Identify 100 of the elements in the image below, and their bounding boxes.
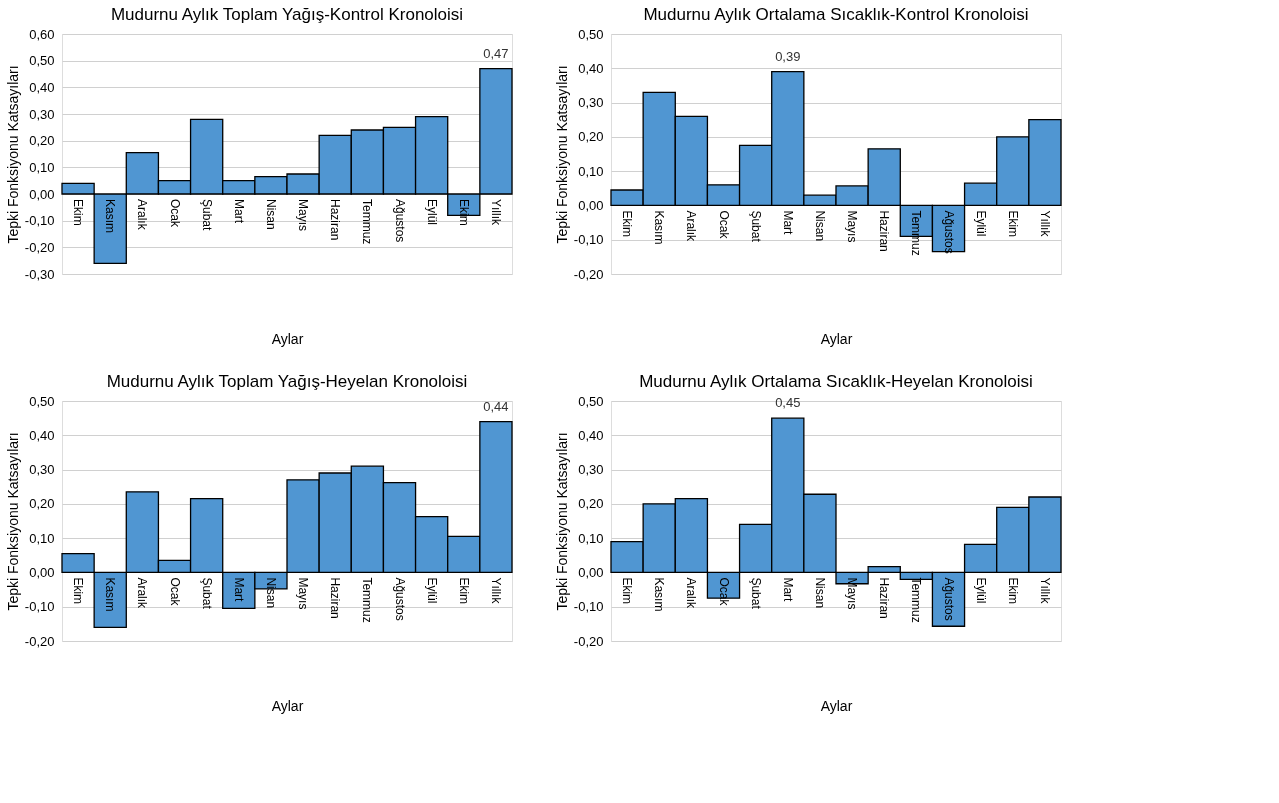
y-tick-label: -0,20 [24,239,55,255]
x-tick-label: Eylül [424,577,439,604]
x-tick-label: Haziran [328,577,343,619]
y-tick-label: -0,10 [24,213,55,229]
y-tick-label: 0,40 [29,427,55,443]
x-tick-label: Kasım [652,210,667,245]
chart-title: Mudurnu Aylık Ortalama Sıcaklık-Kontrol Kronoloisi [643,5,1029,24]
y-tick-label: 0,50 [29,393,55,409]
y-tick-label: 0,40 [29,79,55,95]
x-tick-label: Haziran [328,199,343,241]
x-tick-label: Ağustos [941,577,956,621]
y-tick-label: 0,60 [29,26,55,42]
x-tick-label: Mart [780,577,795,603]
y-tick-label: -0,10 [573,599,604,615]
y-axis-title: Tepki Fonksiyonu Katsayıları [4,432,21,611]
x-tick-label: Mayıs [845,210,860,243]
x-axis-title: Aylar [820,697,853,714]
x-tick-label: Ocak [716,577,731,607]
x-tick-label: Temmuz [909,210,924,256]
x-tick-label: Ağustos [392,577,407,621]
y-tick-label: -0,10 [573,232,604,248]
x-tick-label: Ekim [620,210,635,238]
y-tick-label: 0,50 [578,26,604,42]
x-tick-label: Nisan [812,577,827,609]
x-tick-label: Ekim [71,199,86,226]
x-tick-label: Aralık [684,577,699,610]
y-tick-label: 0,00 [578,564,604,580]
y-tick-label: -0,20 [24,633,55,649]
x-tick-label: Ekim [1005,210,1020,238]
x-tick-label: Yıllık [488,577,503,605]
x-tick-label: Temmuz [909,577,924,623]
y-tick-label: 0,20 [578,129,604,145]
x-tick-label: Kasım [652,577,667,612]
y-tick-label: 0,30 [29,462,55,478]
x-tick-label: Nisan [263,199,278,230]
x-tick-label: Ekim [456,577,471,605]
x-axis-title: Aylar [820,330,853,347]
x-tick-label: Ekim [71,577,86,605]
x-axis-title: Aylar [271,330,304,347]
x-tick-label: Temmuz [360,199,375,245]
y-axis-title: Tepki Fonksiyonu Katsayıları [553,432,570,611]
x-tick-label: Eylül [973,210,988,237]
x-tick-label: Aralık [135,199,150,231]
y-tick-label: 0,50 [578,393,604,409]
y-axis-title: Tepki Fonksiyonu Katsayıları [553,65,570,244]
x-tick-label: Mayıs [845,577,860,610]
x-tick-label: Ocak [716,210,731,240]
data-label: 0,44 [483,398,509,414]
x-tick-label: Eylül [973,577,988,604]
x-tick-label: Nisan [812,210,827,242]
y-tick-label: 0,00 [578,197,604,213]
data-label: 0,47 [483,45,509,61]
y-tick-label: -0,20 [573,633,604,649]
x-tick-label: Ağustos [941,210,956,254]
x-tick-label: Yıllık [1037,210,1052,238]
y-tick-label: 0,30 [29,106,55,122]
x-tick-label: Haziran [877,210,892,252]
y-tick-label: 0,10 [29,159,55,175]
x-tick-label: Kasım [103,199,118,234]
chart-title: Mudurnu Aylık Ortalama Sıcaklık-Heyelan Kronoloisi [639,372,1033,391]
y-tick-label: 0,30 [578,462,604,478]
x-tick-label: Aralık [135,577,150,610]
y-tick-label: 0,20 [29,496,55,512]
data-label: 0,39 [775,48,801,64]
x-tick-label: Ocak [167,577,182,607]
y-tick-label: 0,40 [578,427,604,443]
x-tick-label: Ekim [1005,577,1020,605]
x-tick-label: Temmuz [360,577,375,623]
x-tick-label: Şubat [199,199,214,232]
y-tick-label: 0,00 [29,564,55,580]
x-tick-label: Yıllık [1037,577,1052,605]
y-tick-label: 0,30 [578,95,604,111]
data-label: 0,45 [775,395,801,411]
x-tick-label: Eylül [424,199,439,226]
x-tick-label: Ocak [167,199,182,229]
x-axis-title: Aylar [271,697,304,714]
chart-title: Mudurnu Aylık Toplam Yağış-Heyelan Kronoloisi [106,372,468,391]
x-tick-label: Mart [780,210,795,236]
x-tick-label: Ağustos [392,199,407,243]
y-tick-label: 0,10 [29,530,55,546]
y-tick-label: -0,20 [573,266,604,282]
y-tick-label: -0,30 [24,266,55,282]
x-tick-label: Kasım [103,577,118,612]
y-tick-label: 0,20 [29,133,55,149]
chart-title: Mudurnu Aylık Toplam Yağış-Kontrol Kronoloisi [110,5,464,24]
y-tick-label: -0,10 [24,599,55,615]
y-tick-label: 0,20 [578,496,604,512]
x-tick-label: Mayıs [296,577,311,610]
y-tick-label: 0,10 [578,530,604,546]
y-tick-label: 0,40 [578,60,604,76]
y-tick-label: 0,10 [578,163,604,179]
x-tick-label: Nisan [263,577,278,609]
x-tick-label: Aralık [684,210,699,243]
x-tick-label: Haziran [877,577,892,619]
x-tick-label: Mart [231,577,246,603]
x-tick-label: Şubat [748,577,763,610]
x-tick-label: Şubat [748,210,763,243]
y-axis-title: Tepki Fonksiyonu Katsayıları [4,65,21,244]
x-tick-label: Ekim [456,199,471,226]
x-tick-label: Ekim [620,577,635,605]
